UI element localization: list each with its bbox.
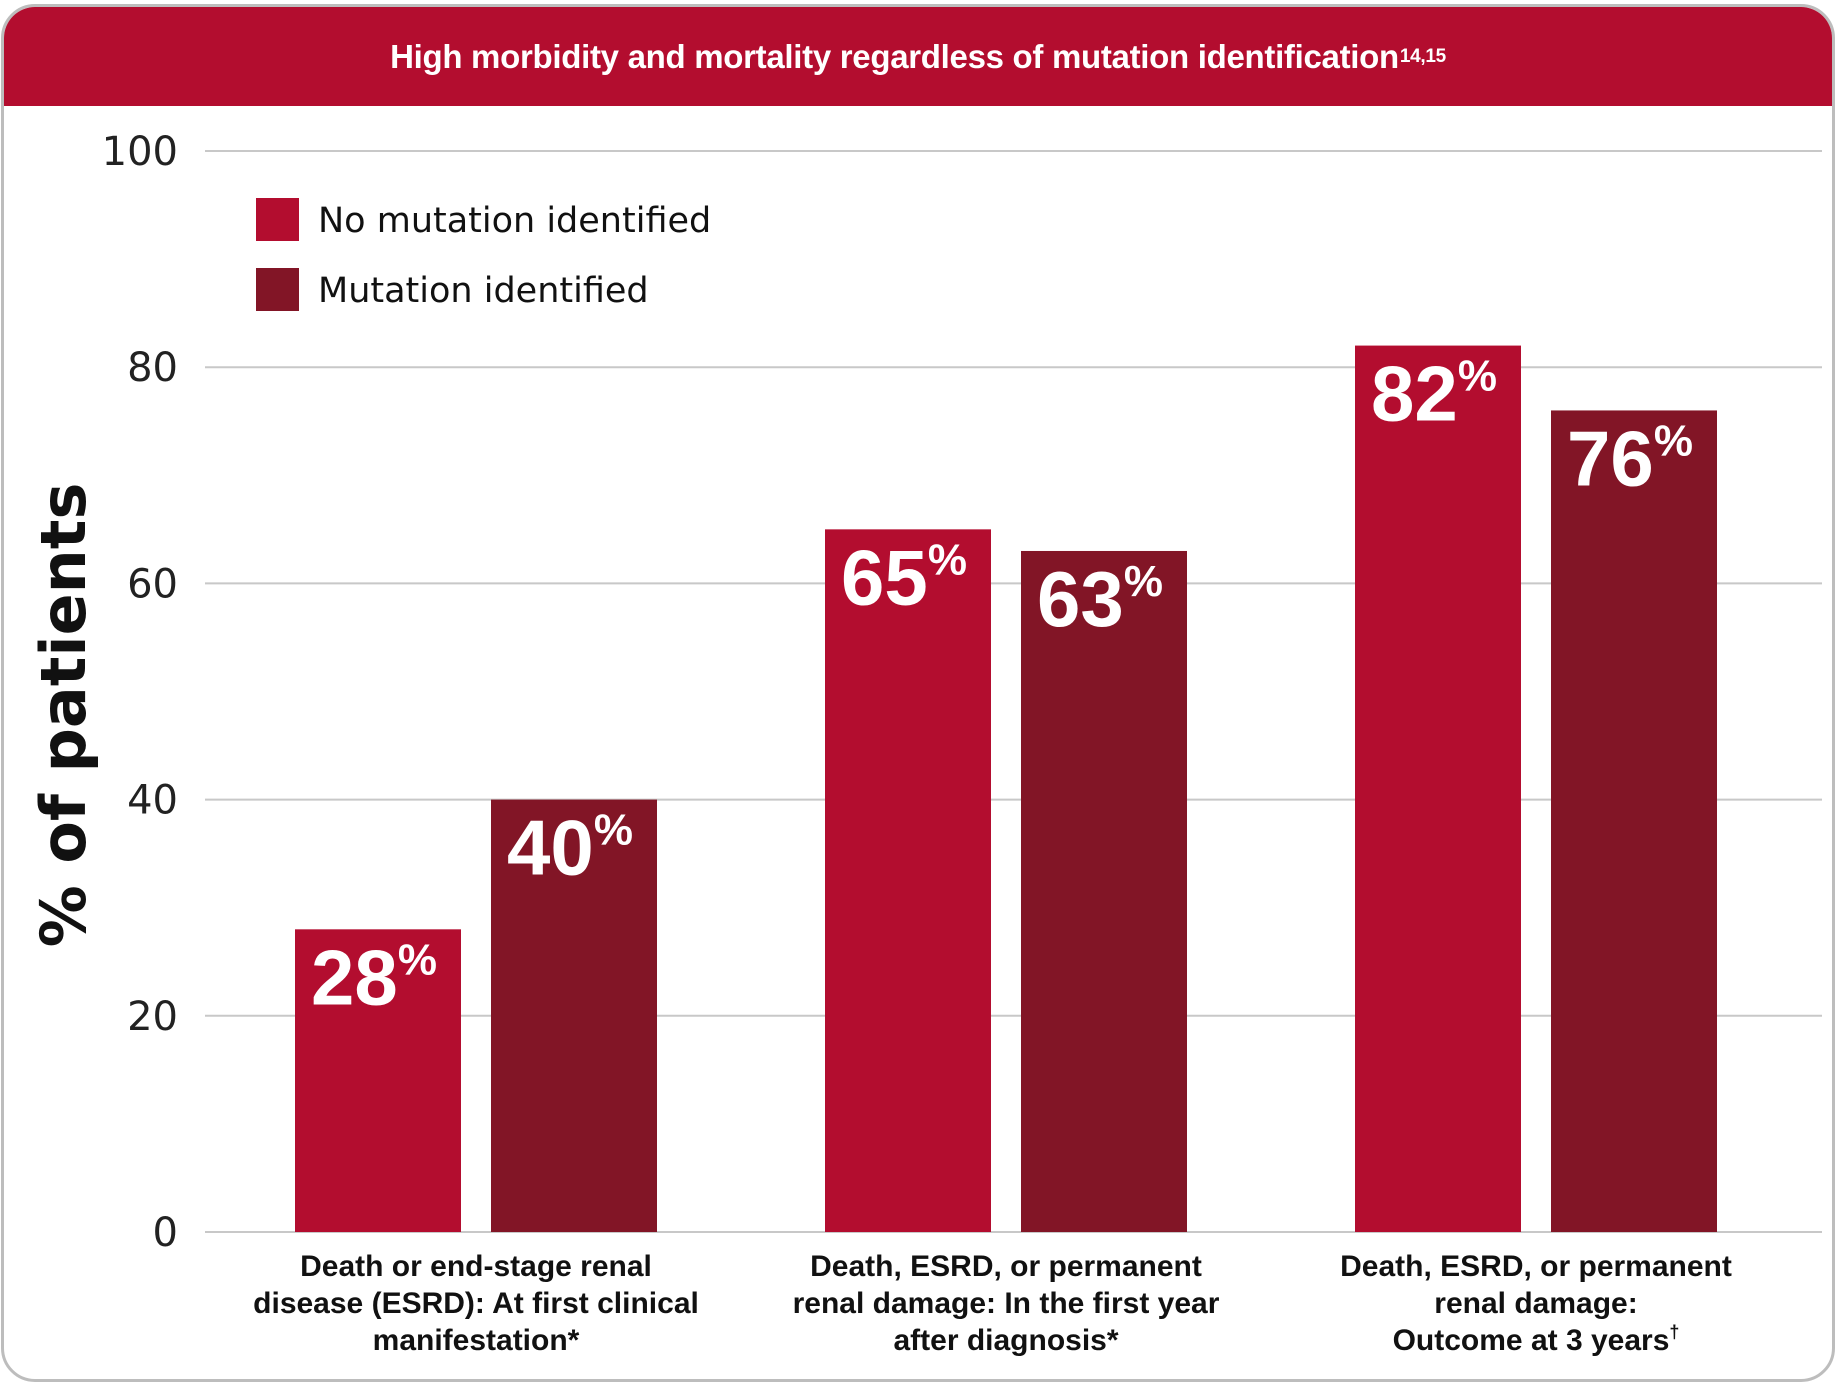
x-category-label-2-line-3: after diagnosis* <box>893 1324 1118 1357</box>
y-tick-label-60: 60 <box>127 561 178 607</box>
x-category-label-3-line-2: renal damage: <box>1434 1287 1637 1320</box>
bar-no-mutation-3 <box>1355 345 1521 1233</box>
y-tick-label-80: 80 <box>127 345 178 391</box>
y-tick-label-0: 0 <box>153 1210 178 1256</box>
percent-sign: % <box>594 806 633 855</box>
category-footnote-superscript: † <box>1669 1322 1679 1342</box>
x-category-label-1-line-3: manifestation* <box>373 1324 580 1357</box>
bar-no-mutation-2 <box>825 529 991 1232</box>
bar-mutation-1 <box>491 799 657 1232</box>
x-category-label-2-line-1: Death, ESRD, or permanent <box>810 1250 1202 1283</box>
x-category-label-1-line-2: disease (ESRD): At first clinical <box>253 1287 699 1320</box>
legend-swatch-mutation <box>256 268 299 311</box>
y-tick-label-100: 100 <box>102 129 178 175</box>
y-tick-label-20: 20 <box>127 994 178 1040</box>
x-category-label-2-line-2: renal damage: In the first year <box>793 1287 1220 1320</box>
data-label-no-mutation-2: 65% <box>841 533 967 621</box>
data-label-no-mutation-3: 82% <box>1371 350 1497 438</box>
chart-title-bar: High morbidity and mortality regardless … <box>4 7 1832 106</box>
percent-sign: % <box>398 935 437 984</box>
x-category-label-3-line-1: Death, ESRD, or permanent <box>1340 1250 1732 1283</box>
percent-sign: % <box>1458 352 1497 401</box>
legend-swatch-no-mutation <box>256 198 299 241</box>
y-axis-label: % of patients <box>27 483 100 948</box>
y-tick-label-40: 40 <box>127 778 178 824</box>
bar-no-mutation-1 <box>295 929 461 1232</box>
legend-label-no-mutation: No mutation identified <box>318 201 711 241</box>
x-category-label-1-line-1: Death or end-stage renal <box>300 1250 652 1283</box>
bar-mutation-2 <box>1021 550 1187 1232</box>
percent-sign: % <box>1124 557 1163 606</box>
title-reference-superscript: 14,15 <box>1399 45 1446 67</box>
bar-mutation-3 <box>1551 410 1717 1232</box>
chart-title: High morbidity and mortality regardless … <box>390 37 1399 75</box>
legend-label-mutation: Mutation identified <box>318 271 649 311</box>
percent-sign: % <box>1654 416 1693 465</box>
percent-sign: % <box>928 535 967 584</box>
x-category-label-3-line-3: Outcome at 3 years† <box>1393 1322 1680 1357</box>
